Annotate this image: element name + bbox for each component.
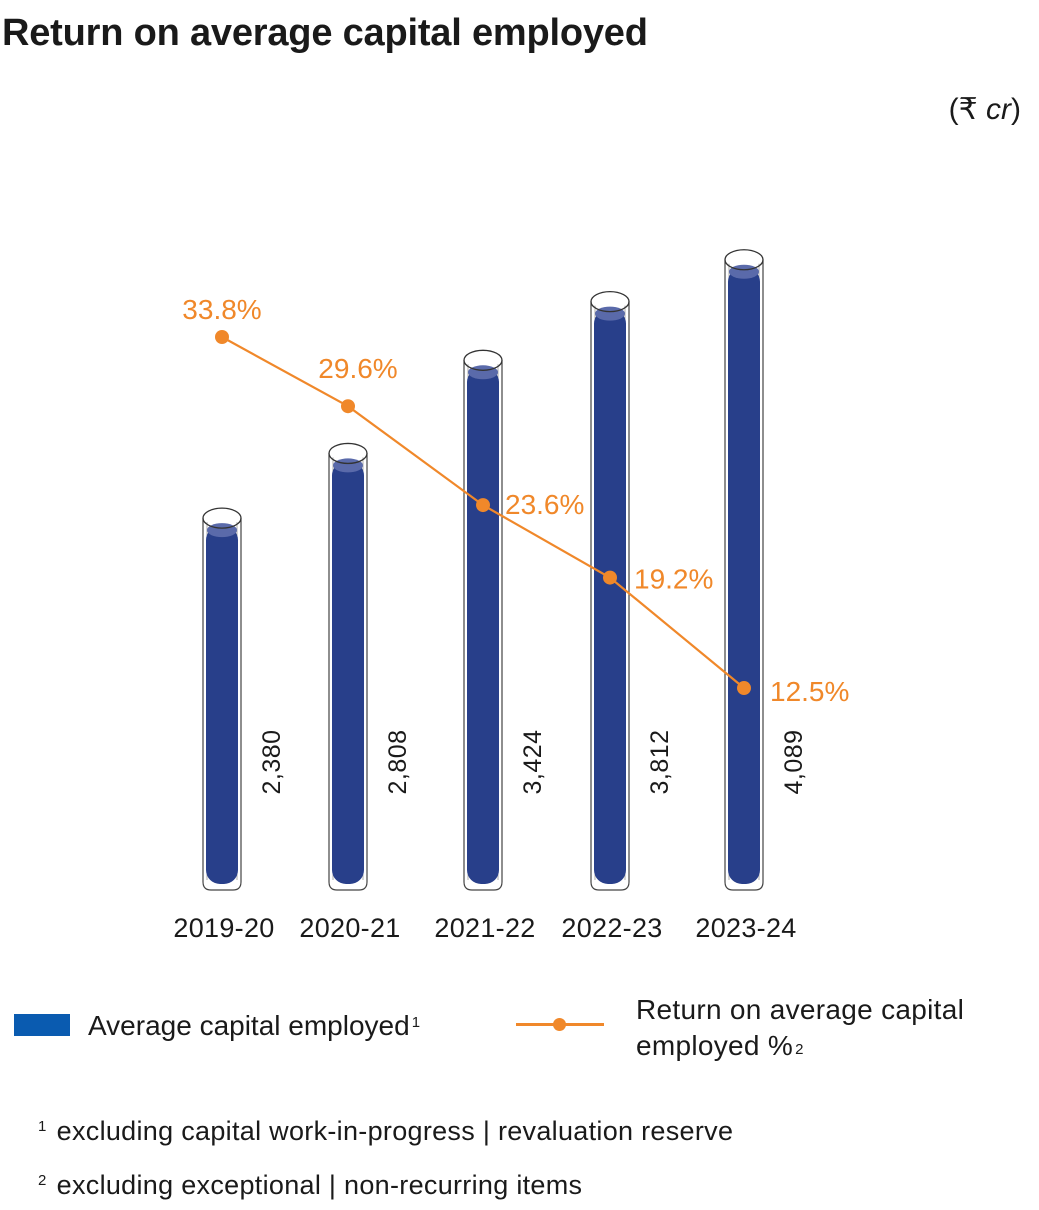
line-point	[603, 570, 617, 585]
bar-top-highlight	[207, 523, 237, 538]
bar-top-highlight	[595, 306, 625, 321]
line-point	[215, 330, 229, 344]
bar-top-highlight	[333, 458, 363, 473]
legend-line-marker	[553, 1018, 566, 1031]
x-tick-label: 2023-24	[695, 913, 796, 943]
footnote-2: 2 excluding exceptional | non-recurring i…	[38, 1170, 583, 1200]
line-value-label: 23.6%	[505, 489, 584, 520]
line-value-label: 29.6%	[318, 353, 397, 384]
legend-bar-label: Average capital employed 1	[88, 1010, 421, 1041]
page-title: Return on average capital employed	[2, 12, 648, 54]
unit-label: (₹ cr)	[948, 93, 1021, 126]
line-value-label: 33.8%	[182, 294, 261, 325]
legend-line-label: Return on average capital employed % 2	[636, 994, 965, 1061]
bar-2019-20	[206, 526, 238, 884]
line-point	[341, 399, 355, 414]
tube-rim	[202, 507, 242, 529]
bar-top-highlight	[468, 365, 498, 380]
bar-value-label: 3,812	[646, 729, 674, 794]
x-tick-label: 2022-23	[561, 913, 662, 943]
bar-value-label: 2,380	[258, 729, 286, 794]
bar-2022-23	[594, 309, 626, 884]
bar-value-label: 3,424	[519, 729, 547, 794]
bar-value-label: 2,808	[384, 729, 412, 794]
footnote-1: 1 excluding capital work-in-progress | re…	[38, 1116, 734, 1146]
x-tick-label: 2020-21	[299, 913, 400, 943]
line-value-label: 12.5%	[770, 676, 849, 707]
x-tick-label: 2019-20	[173, 913, 274, 943]
tube-rim	[724, 249, 764, 271]
line-point	[476, 498, 490, 513]
combo-chart: 2,380 2019-20 2,808 2020-21 3,424 2021-22 3,81…	[173, 249, 849, 943]
tube-rim	[590, 290, 630, 313]
legend: Average capital employed 1 Return on aver…	[0, 990, 1039, 1070]
line-value-label: 19.2%	[634, 564, 713, 595]
legend-bar-swatch	[14, 1014, 70, 1036]
tube-rim	[463, 349, 503, 371]
bar-2023-24	[728, 267, 760, 885]
bar-2021-22	[467, 368, 499, 884]
bar-top-highlight	[729, 264, 759, 279]
tube-rim	[328, 442, 368, 465]
x-tick-label: 2021-22	[434, 913, 535, 943]
bar-2020-21	[332, 461, 364, 884]
bar-value-label: 4,089	[780, 729, 808, 794]
line-point	[737, 681, 751, 696]
